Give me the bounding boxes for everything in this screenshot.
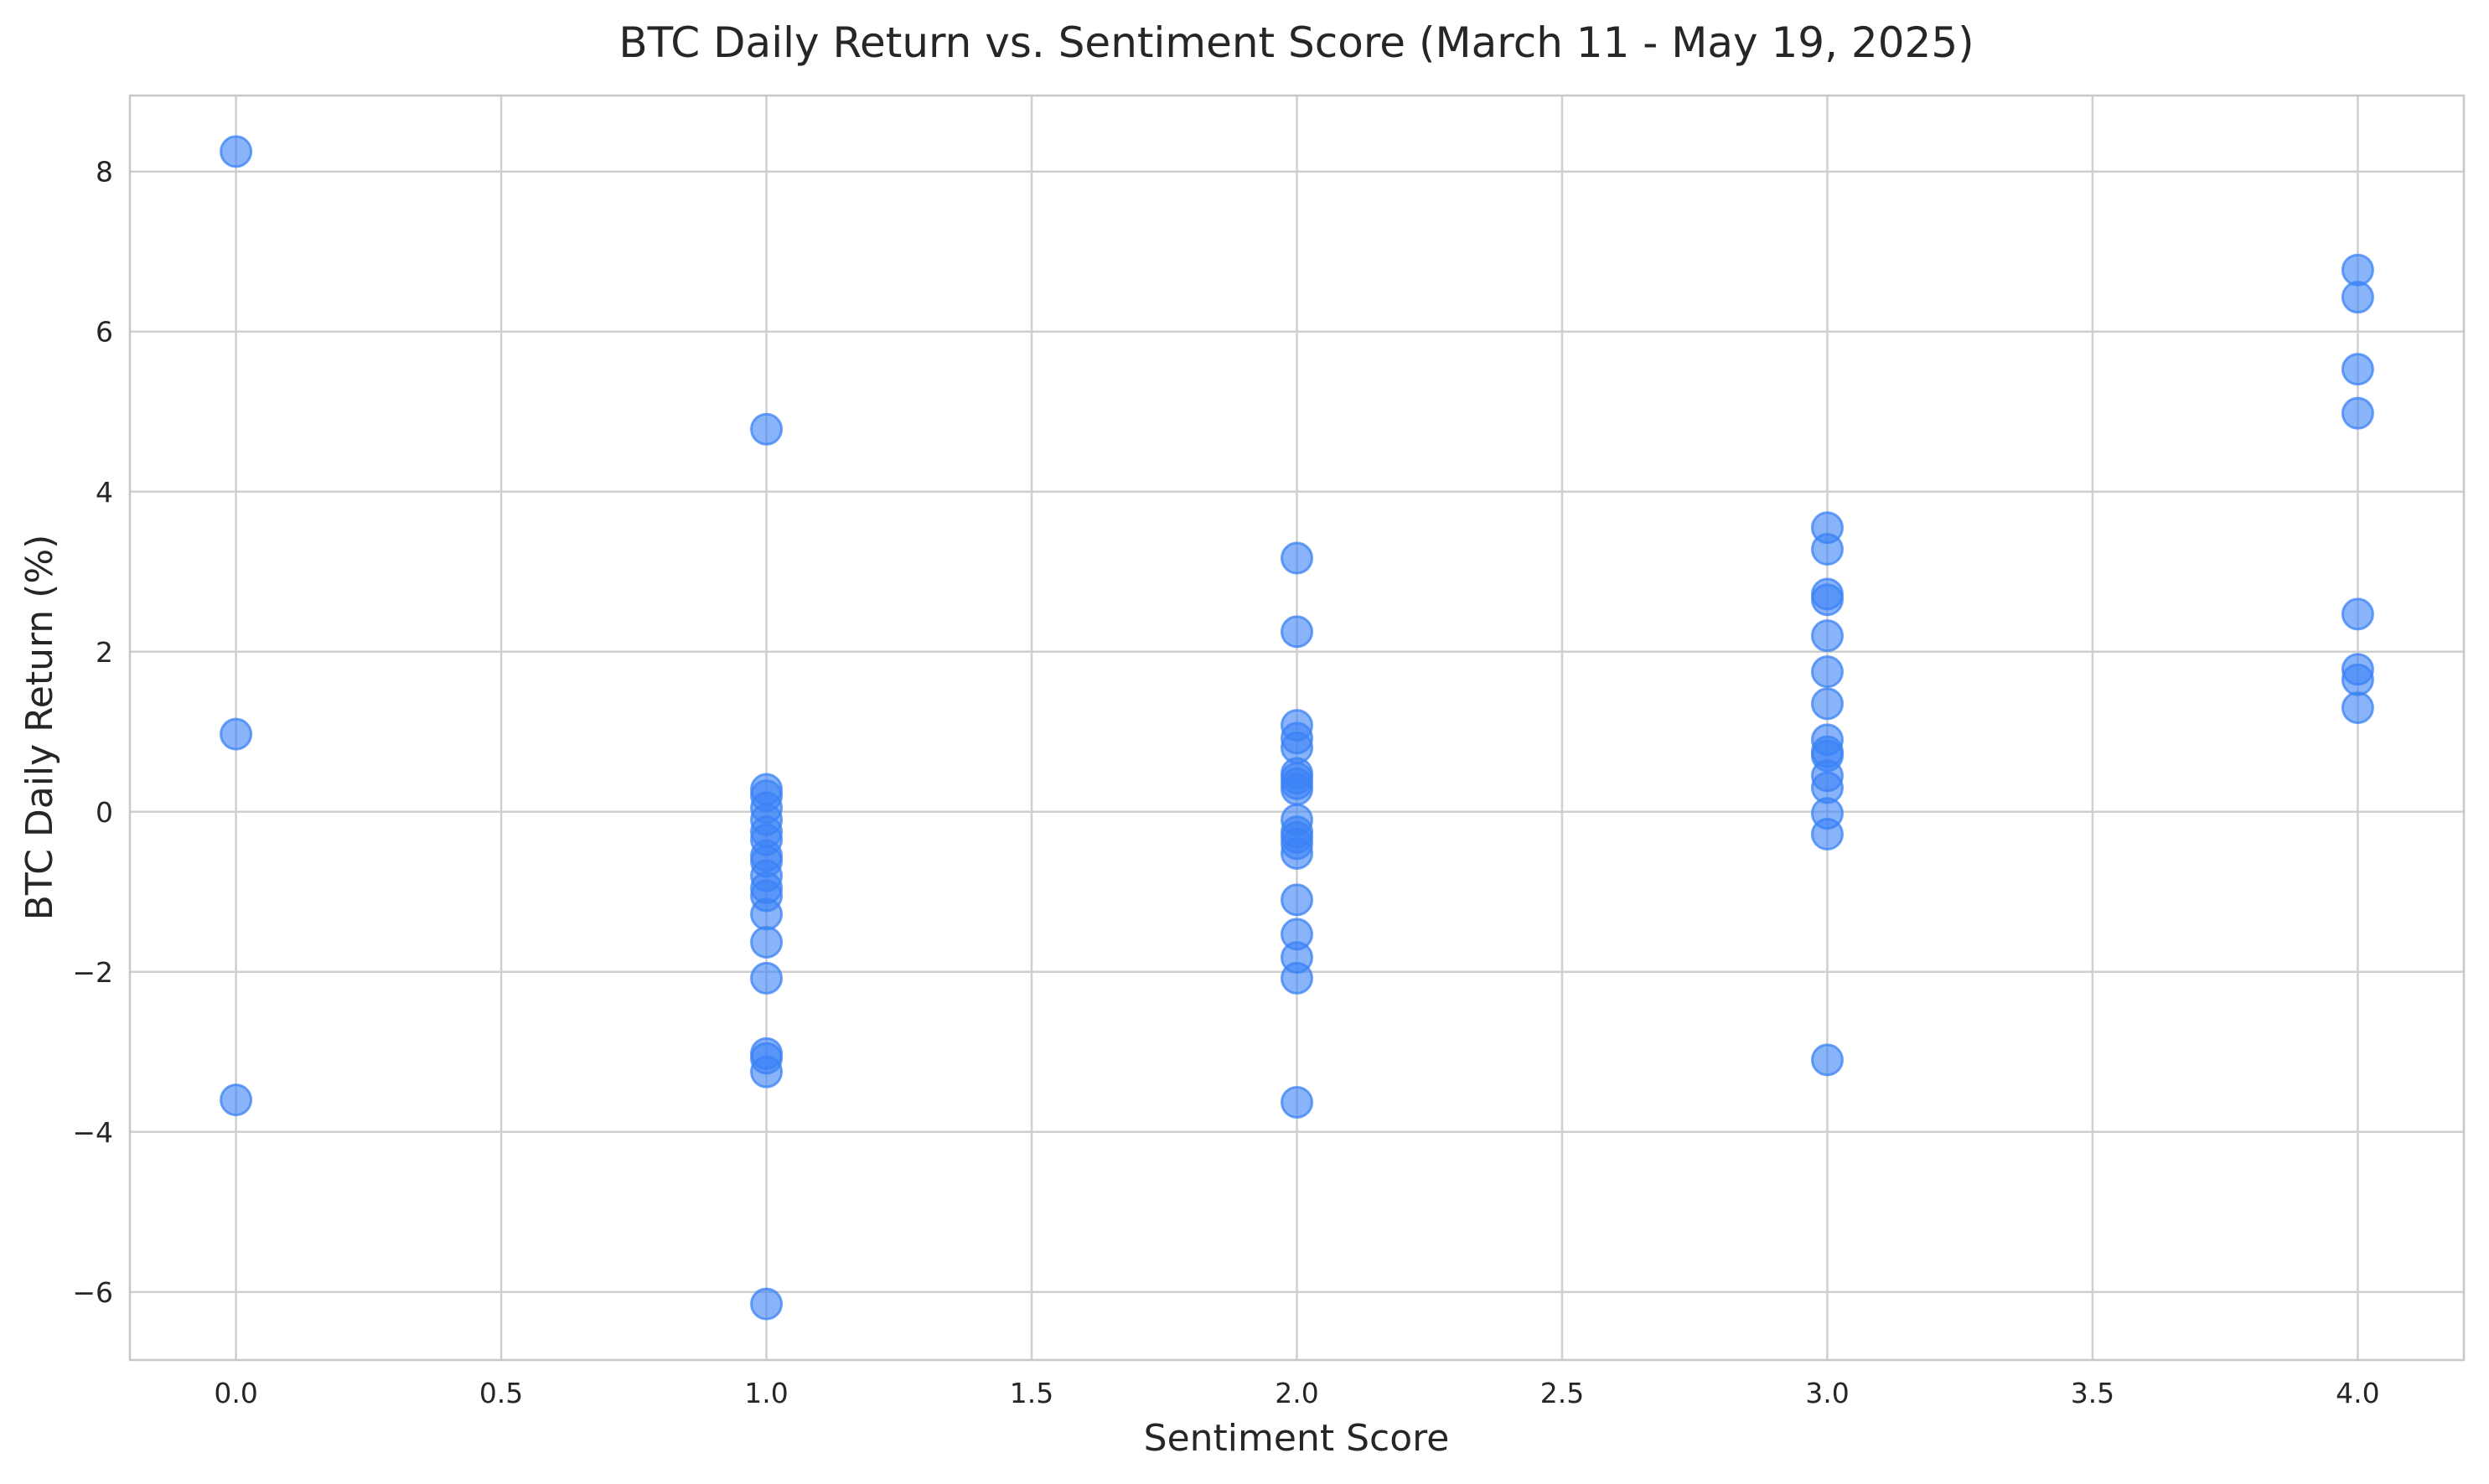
data-point — [2341, 396, 2374, 430]
data-point — [1281, 773, 1313, 806]
data-point — [220, 135, 253, 168]
data-point — [1810, 655, 1844, 689]
data-point — [1281, 615, 1313, 649]
x-axis-label: Sentiment Score — [1144, 1417, 1450, 1460]
y-tick-label: 2 — [96, 636, 113, 669]
x-tick-label: 0.0 — [214, 1377, 257, 1409]
data-point — [750, 1055, 784, 1088]
x-tick-label: 2.5 — [1540, 1377, 1584, 1409]
data-points — [220, 135, 2374, 1321]
data-point — [2341, 597, 2374, 631]
data-point — [1281, 883, 1313, 917]
y-tick-label: 4 — [96, 476, 113, 509]
data-point — [1810, 533, 1844, 566]
x-tick-label: 1.5 — [1010, 1377, 1053, 1409]
y-axis-ticks: −6 −4 −2 0 2 4 6 8 — [72, 156, 113, 1309]
data-point — [750, 897, 784, 931]
y-tick-label: 6 — [96, 316, 113, 349]
data-point — [750, 925, 784, 959]
data-point — [750, 1287, 784, 1321]
x-tick-label: 1.0 — [744, 1377, 788, 1409]
x-tick-label: 2.0 — [1275, 1377, 1318, 1409]
y-tick-label: −2 — [72, 956, 113, 989]
data-point — [1810, 583, 1844, 617]
y-tick-label: −4 — [72, 1116, 113, 1149]
data-point — [1281, 541, 1313, 575]
y-tick-label: −6 — [72, 1276, 113, 1309]
data-point — [750, 961, 784, 995]
data-point — [2341, 691, 2374, 725]
data-point — [220, 1083, 253, 1117]
data-point — [1810, 687, 1844, 721]
data-point — [2341, 353, 2374, 386]
data-point — [1281, 961, 1313, 995]
x-tick-label: 3.0 — [1805, 1377, 1849, 1409]
x-tick-label: 3.5 — [2071, 1377, 2114, 1409]
data-point — [1810, 619, 1844, 653]
x-tick-label: 0.5 — [479, 1377, 523, 1409]
data-point — [1281, 836, 1313, 870]
y-tick-label: 8 — [96, 156, 113, 189]
data-point — [2341, 663, 2374, 696]
data-point — [1810, 818, 1844, 851]
x-tick-label: 4.0 — [2336, 1377, 2379, 1409]
chart-title: BTC Daily Return vs. Sentiment Score (Ma… — [618, 18, 1974, 67]
data-point — [2341, 281, 2374, 314]
y-axis-label: BTC Daily Return (%) — [18, 535, 61, 921]
x-axis-ticks: 0.0 0.5 1.0 1.5 2.0 2.5 3.0 3.5 4.0 — [214, 1377, 2379, 1409]
plot-area — [128, 94, 2466, 1362]
data-point — [2341, 253, 2374, 287]
data-point — [750, 412, 784, 446]
y-tick-label: 0 — [96, 796, 113, 829]
data-point — [220, 717, 253, 751]
data-point — [1810, 1043, 1844, 1077]
data-point — [1281, 1085, 1313, 1119]
